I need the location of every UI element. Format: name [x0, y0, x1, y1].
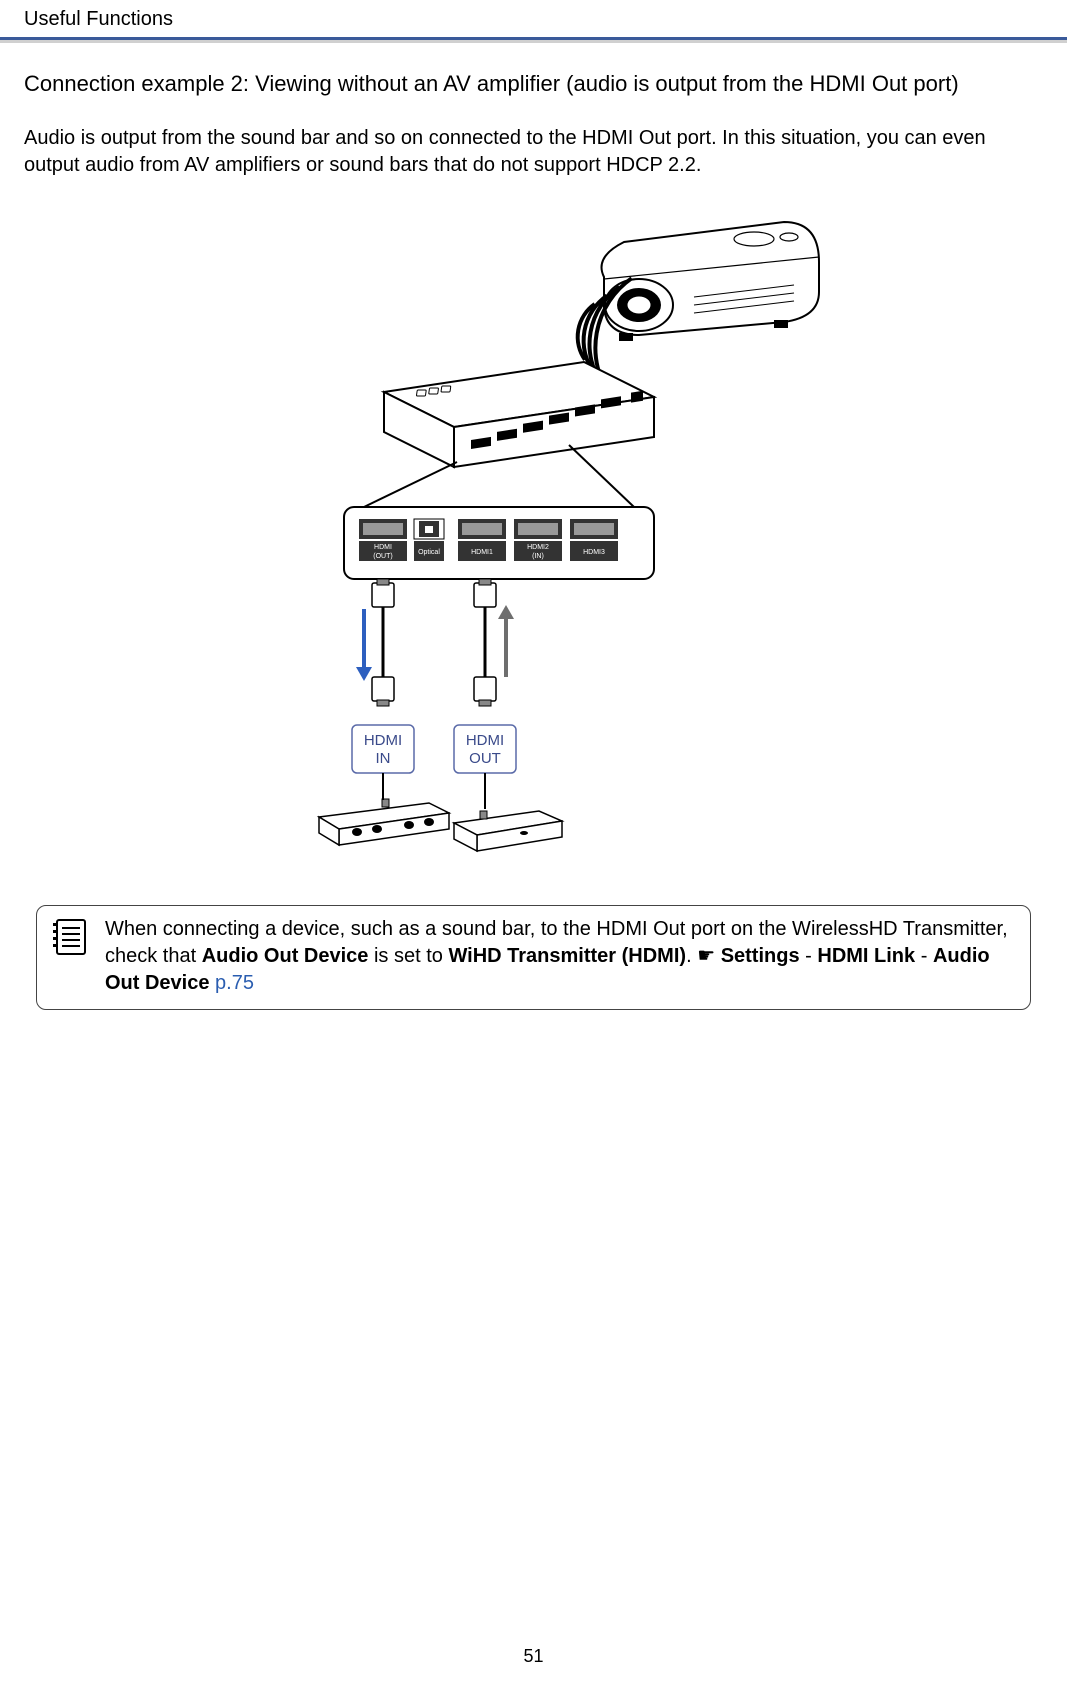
hdmi-in-label: HDMI IN	[352, 725, 414, 773]
svg-text:HDMI3: HDMI3	[583, 549, 605, 556]
note-bold4: HDMI Link	[817, 945, 915, 967]
note-pointer: ☛	[697, 945, 721, 967]
figure: HDMI (OUT) Optical HDMI1	[24, 197, 1043, 877]
section-heading: Connection example 2: Viewing without an…	[24, 71, 1043, 97]
connection-diagram: HDMI (OUT) Optical HDMI1	[214, 197, 854, 877]
content-area: Connection example 2: Viewing without an…	[0, 43, 1067, 1010]
page-number-text: 51	[523, 1646, 543, 1666]
note-icon	[51, 916, 91, 960]
section-body-text: Audio is output from the sound bar and s…	[24, 127, 986, 176]
player-icon	[454, 811, 562, 851]
note-bold1: Audio Out Device	[202, 945, 369, 967]
svg-text:HDMI1: HDMI1	[471, 549, 493, 556]
svg-text:HDMI: HDMI	[374, 544, 392, 551]
svg-text:Optical: Optical	[418, 549, 440, 556]
note-period: .	[686, 945, 697, 967]
svg-text:HDMI2: HDMI2	[527, 544, 549, 551]
section-heading-text: Connection example 2: Viewing without an…	[24, 71, 959, 96]
note-dash2: -	[915, 945, 933, 967]
svg-text:HDMI: HDMI	[465, 732, 503, 749]
cable-left	[356, 579, 394, 706]
section-body: Audio is output from the sound bar and s…	[24, 125, 1043, 179]
note-bold3: Settings	[721, 945, 800, 967]
callout-line	[569, 445, 634, 507]
note-mid1: is set to	[368, 945, 448, 967]
hdmi-out-label: HDMI OUT	[454, 725, 516, 773]
projector-icon	[601, 222, 819, 341]
note-dash1: -	[800, 945, 818, 967]
svg-text:IN: IN	[375, 750, 390, 767]
svg-text:(IN): (IN)	[532, 553, 544, 560]
cable-right	[474, 579, 514, 706]
svg-text:OUT: OUT	[469, 750, 501, 767]
note-bold2: WiHD Transmitter (HDMI)	[448, 945, 686, 967]
svg-text:(OUT): (OUT)	[373, 553, 392, 560]
page-header: Useful Functions	[0, 0, 1067, 37]
note-page-link[interactable]: p.75	[215, 972, 254, 994]
port-panel: HDMI (OUT) Optical HDMI1	[344, 507, 654, 579]
callout-line	[364, 462, 457, 507]
header-title: Useful Functions	[24, 8, 173, 30]
svg-text:HDMI: HDMI	[363, 732, 401, 749]
note-text: When connecting a device, such as a soun…	[105, 916, 1016, 997]
transmitter-icon	[384, 362, 654, 467]
page-number: 51	[0, 1646, 1067, 1667]
note-box: When connecting a device, such as a soun…	[36, 905, 1031, 1010]
